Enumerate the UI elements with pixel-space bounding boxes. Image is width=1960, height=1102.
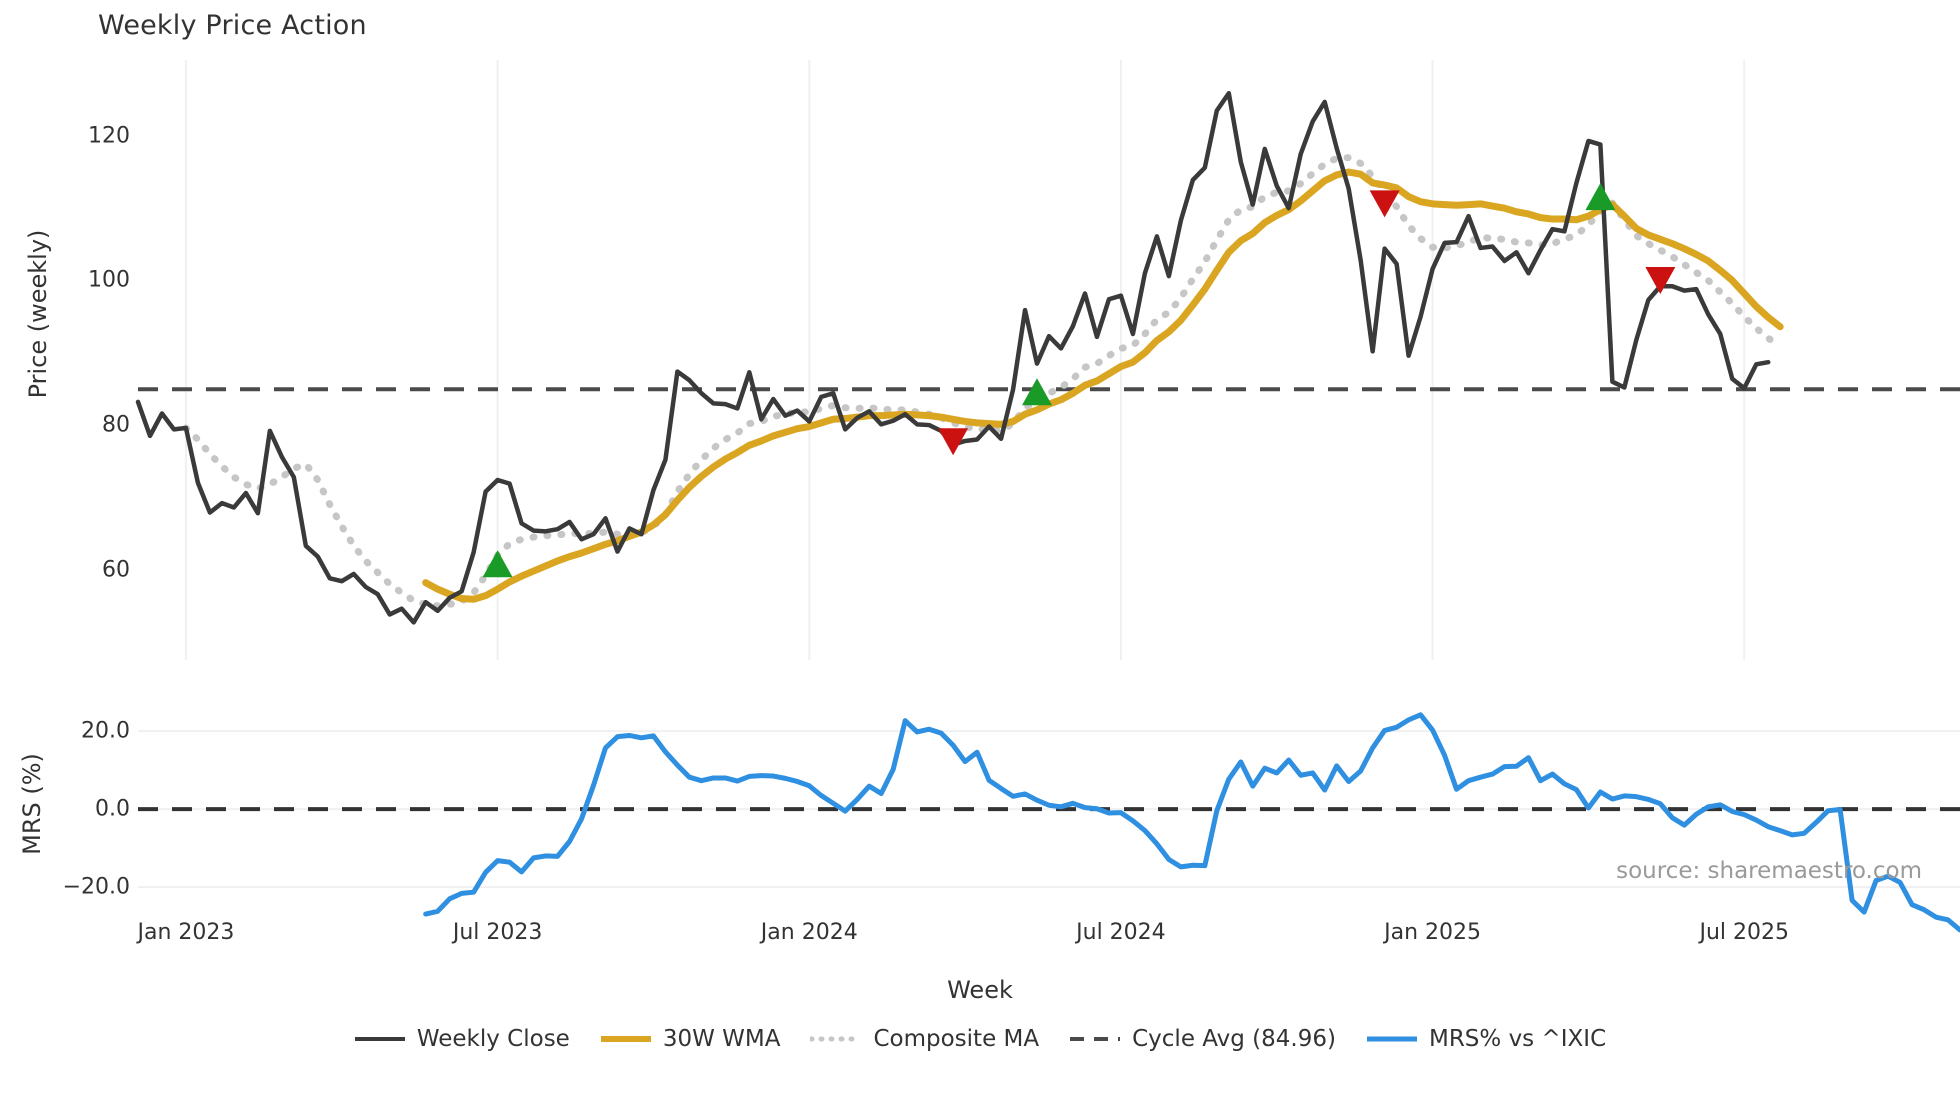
x-tick-label: Jul 2024	[1076, 920, 1166, 945]
chart-legend: Weekly Close 30W WMA Composite MA Cycle Avg…	[0, 1026, 1960, 1052]
legend-swatch-icon	[1069, 1030, 1121, 1048]
legend-label: Composite MA	[873, 1026, 1040, 1052]
legend-item[interactable]: Weekly Close	[354, 1026, 570, 1052]
y-tick-label: 80	[102, 412, 130, 438]
legend-item[interactable]: Composite MA	[810, 1026, 1039, 1052]
page-title: Weekly Price Action	[98, 10, 367, 41]
sell-signal-marker	[938, 428, 969, 456]
buy-signal-marker	[1022, 378, 1053, 406]
x-axis-label: Week	[947, 976, 1013, 1004]
price-chart-svg	[135, 60, 1960, 660]
x-tick-label: Jan 2025	[1384, 920, 1482, 945]
y-tick-label: 0.0	[95, 796, 130, 822]
y-tick-label: −20.0	[62, 874, 130, 900]
legend-label: 30W WMA	[662, 1026, 781, 1052]
legend-item[interactable]: 30W WMA	[600, 1026, 781, 1052]
mrs-axis-label: MRS (%)	[18, 753, 46, 855]
mrs-plot-area	[138, 700, 1960, 933]
x-tick-label: Jan 2024	[760, 920, 858, 945]
sell-signal-marker	[1645, 267, 1676, 295]
x-tick-label: Jul 2025	[1699, 920, 1789, 945]
y-tick-label: 100	[88, 267, 130, 293]
price-axis-label: Price (weekly)	[24, 229, 52, 399]
legend-item[interactable]: MRS% vs ^IXIC	[1366, 1026, 1606, 1052]
legend-label: Cycle Avg (84.96)	[1132, 1026, 1336, 1052]
legend-label: Weekly Close	[416, 1026, 570, 1052]
source-watermark: source: sharemaestro.com	[1616, 858, 1922, 884]
mrs-chart-svg	[138, 712, 1960, 933]
legend-item[interactable]: Cycle Avg (84.96)	[1069, 1026, 1336, 1052]
y-tick-label: 20.0	[81, 718, 130, 744]
x-tick-label: Jul 2023	[452, 920, 543, 945]
legend-label: MRS% vs ^IXIC	[1428, 1026, 1607, 1052]
legend-swatch-icon	[600, 1030, 652, 1048]
y-tick-label: 120	[88, 123, 130, 149]
y-tick-label: 60	[102, 557, 130, 583]
series-line	[135, 91, 1771, 625]
buy-signal-marker	[482, 550, 513, 578]
series-line	[422, 168, 1784, 603]
series-line	[423, 712, 1960, 933]
series-line	[182, 154, 1784, 610]
x-tick-label: Jan 2023	[137, 920, 235, 945]
legend-swatch-icon	[354, 1030, 406, 1048]
price-plot-area	[135, 60, 1960, 660]
legend-swatch-icon	[810, 1030, 863, 1048]
sell-signal-marker	[1369, 190, 1400, 218]
legend-swatch-icon	[1366, 1030, 1418, 1048]
buy-signal-marker	[1585, 183, 1616, 211]
